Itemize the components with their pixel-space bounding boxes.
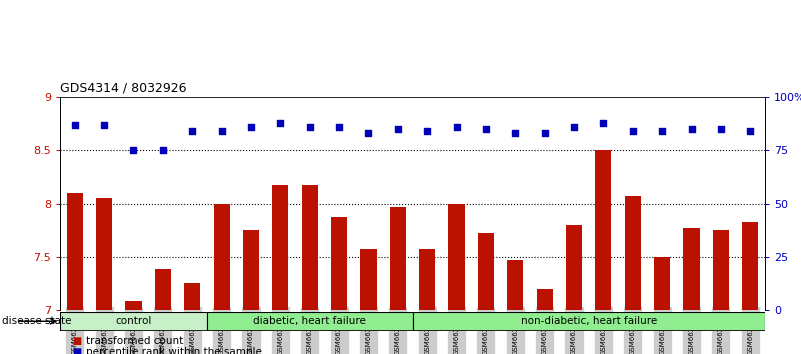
Bar [155,269,171,310]
Bar [595,150,611,310]
Bar [390,207,406,310]
Point [215,129,228,134]
Point [421,129,433,134]
Point [392,126,405,132]
Point [714,126,727,132]
Bar [537,289,553,310]
Point [656,129,669,134]
Bar [507,260,523,310]
Text: transformed count: transformed count [86,336,183,346]
Point [538,131,551,136]
Point [244,124,257,130]
Bar [184,283,200,310]
Point [127,148,140,153]
Bar [272,185,288,310]
Bar [243,230,259,310]
Text: non-diabetic, heart failure: non-diabetic, heart failure [521,316,657,326]
Point [509,131,521,136]
Text: ■: ■ [72,347,82,354]
Point [744,129,757,134]
Point [626,129,639,134]
Bar [413,312,765,331]
Bar [683,228,699,310]
Bar [96,198,112,310]
Text: disease state: disease state [2,316,71,326]
Text: GDS4314 / 8032926: GDS4314 / 8032926 [60,82,187,95]
Bar [449,204,465,310]
Text: control: control [115,316,151,326]
Bar [302,185,318,310]
Point [332,124,345,130]
Bar [126,301,142,310]
Point [597,120,610,126]
Bar [713,230,729,310]
Bar [478,233,494,310]
Point [68,122,81,128]
Point [304,124,316,130]
Point [186,129,199,134]
Bar [214,204,230,310]
Bar [331,217,347,310]
Bar [419,249,435,310]
Point [568,124,581,130]
Bar [60,312,207,331]
Point [450,124,463,130]
Point [98,122,111,128]
Bar [66,193,83,310]
Text: percentile rank within the sample: percentile rank within the sample [86,347,262,354]
Bar [625,196,641,310]
Bar [743,222,759,310]
Bar [207,312,413,331]
Point [480,126,493,132]
Text: ■: ■ [72,336,82,346]
Bar [360,249,376,310]
Bar [654,257,670,310]
Point [685,126,698,132]
Bar [566,225,582,310]
Text: diabetic, heart failure: diabetic, heart failure [253,316,366,326]
Point [362,131,375,136]
Point [274,120,287,126]
Point [156,148,169,153]
